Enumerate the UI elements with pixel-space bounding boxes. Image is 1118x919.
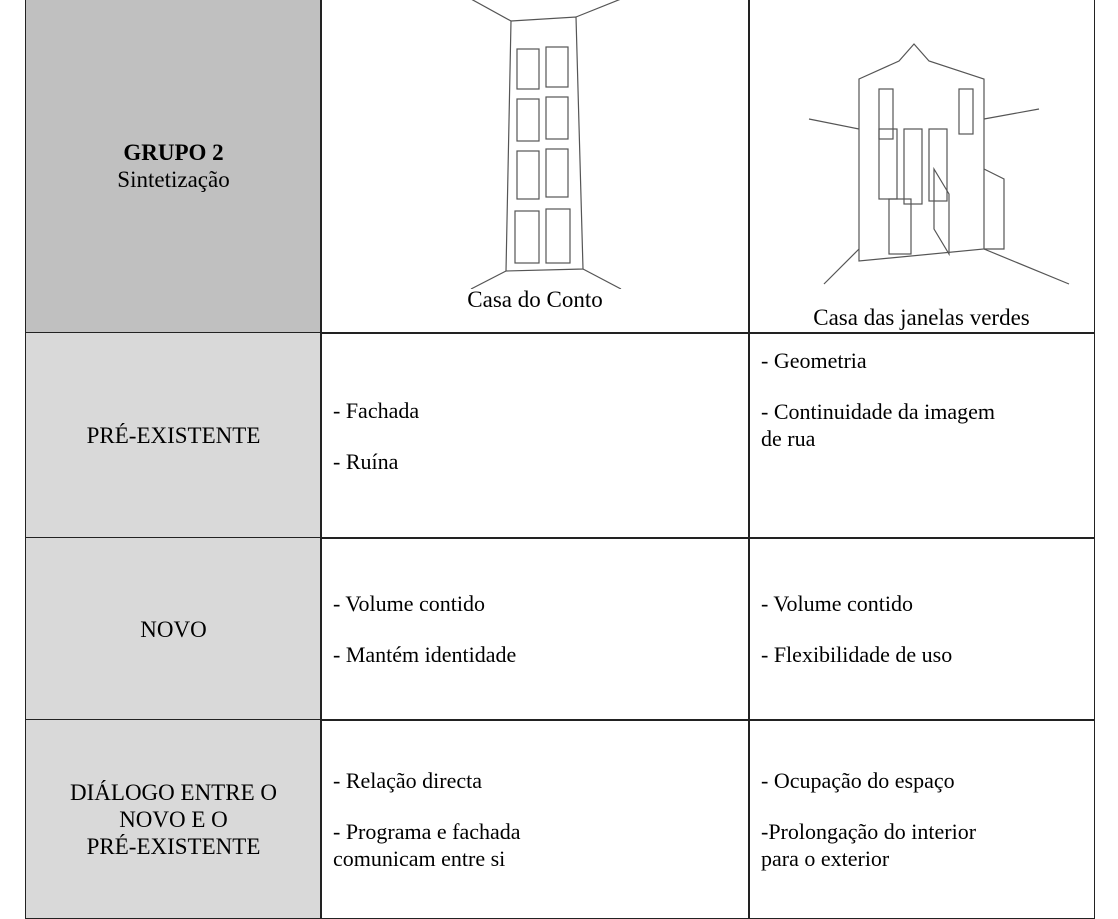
- row-label: NOVO E O: [119, 806, 228, 832]
- content-cell: - Fachada - Ruína: [320, 332, 750, 539]
- bullet-item: - Flexibilidade de uso: [761, 641, 1082, 668]
- bullet-item: - Continuidade da imagem de rua: [761, 398, 1082, 452]
- row-label-cell: PRÉ-EXISTENTE: [25, 332, 322, 539]
- col3-caption: Casa das janelas verdes: [813, 305, 1030, 330]
- row-label-cell: DIÁLOGO ENTRE O NOVO E O PRÉ-EXISTENTE: [25, 719, 322, 919]
- bullet-item: - Fachada: [333, 397, 737, 424]
- bullet-line: - Continuidade da imagem: [761, 399, 995, 424]
- bullet-line: - Geometria: [761, 348, 867, 373]
- bullet-line: - Flexibilidade de uso: [761, 642, 953, 667]
- bullet-line: - Volume contido: [333, 591, 485, 616]
- bullet-line: -Prolongação do interior: [761, 818, 977, 844]
- bullet-item: - Geometria: [761, 347, 1082, 374]
- header-image-cell: Casa das janelas verdes: [748, 0, 1095, 334]
- bullet-line: comunicam entre si: [333, 845, 506, 871]
- row-label: NOVO: [140, 616, 207, 642]
- bullet-item: - Programa e fachada comunicam entre si: [333, 818, 737, 872]
- row-label: DIÁLOGO ENTRE O: [70, 779, 277, 805]
- col2-caption: Casa do Conto: [467, 287, 603, 312]
- bullet-item: - Mantém identidade: [333, 641, 737, 668]
- sketch-casa-janelas-verdes: [808, 43, 1070, 285]
- content-cell: - Volume contido - Flexibilidade de uso: [748, 537, 1095, 721]
- bullet-item: - Ruína: [333, 448, 737, 475]
- bullet-item: -Prolongação do interior para o exterior: [761, 818, 1082, 872]
- row-label: PRÉ-EXISTENTE: [86, 833, 261, 859]
- content-cell: - Volume contido - Mantém identidade: [320, 537, 750, 721]
- bullet-item: - Ocupação do espaço: [761, 767, 1082, 794]
- bullet-line: - Relação directa: [333, 767, 483, 793]
- bullet-item: - Volume contido: [333, 590, 737, 617]
- bullet-line: - Ocupação do espaço: [761, 767, 955, 793]
- bullet-line: para o exterior: [761, 845, 890, 871]
- bullet-line: - Programa e fachada: [333, 818, 521, 844]
- row-label-cell: NOVO: [25, 537, 322, 721]
- bullet-line: de rua: [761, 426, 816, 451]
- bullet-item: - Volume contido: [761, 590, 1082, 617]
- bullet-line: - Fachada: [333, 397, 420, 423]
- sketch-casa-do-conto: [470, 0, 622, 289]
- content-cell: - Geometria - Continuidade da imagem de ru…: [748, 332, 1095, 539]
- bullet-line: - Ruína: [333, 448, 399, 474]
- bullet-item: - Relação directa: [333, 767, 737, 794]
- header-label-cell: GRUPO 2 Sintetização: [25, 0, 322, 334]
- group-subtitle: Sintetização: [117, 167, 230, 192]
- bullet-line: - Mantém identidade: [333, 642, 517, 667]
- content-cell: - Relação directa - Programa e fachada com…: [320, 719, 750, 919]
- bullet-line: - Volume contido: [761, 591, 913, 616]
- row-label: PRÉ-EXISTENTE: [86, 423, 261, 448]
- header-image-cell: Casa do Conto: [320, 0, 750, 334]
- group-title: GRUPO 2: [123, 140, 224, 165]
- content-cell: - Ocupação do espaço -Prolongação do inte…: [748, 719, 1095, 919]
